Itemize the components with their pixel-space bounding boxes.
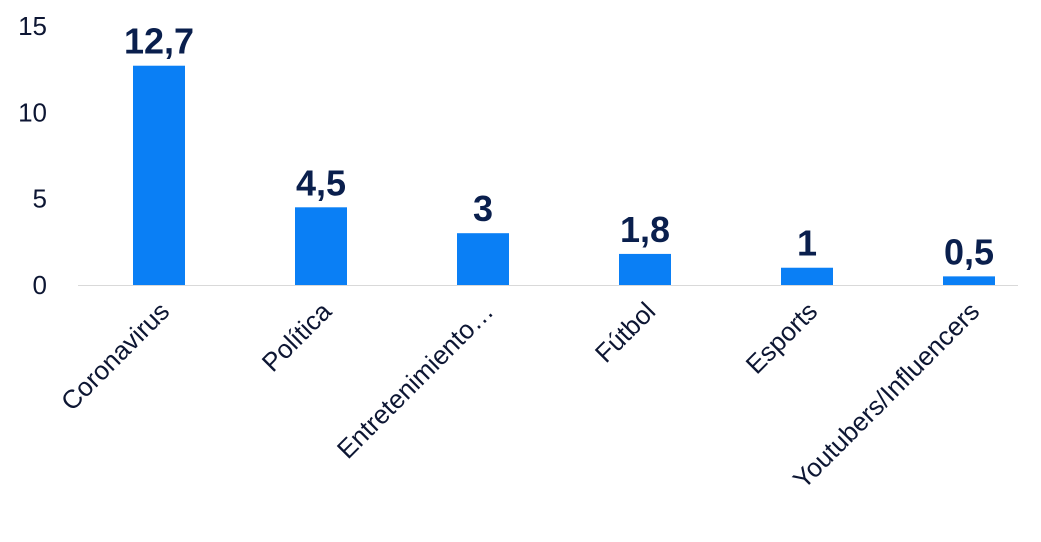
bar-value-label: 12,7 [124, 21, 194, 62]
bar [619, 253, 671, 285]
bars-group [133, 65, 995, 285]
bar-value-label: 1,8 [620, 209, 670, 250]
bar [943, 276, 995, 285]
x-category-label: Política [256, 296, 338, 378]
x-category-label: Entretenimiento… [331, 296, 499, 464]
x-category-label: Fútbol [589, 296, 661, 368]
y-tick-label: 5 [33, 184, 47, 214]
bar-value-label: 1 [797, 223, 817, 264]
bar [295, 207, 347, 285]
bar [457, 233, 509, 285]
bar-value-label: 4,5 [296, 162, 346, 203]
bar [781, 267, 833, 285]
x-category-label: Coronavirus [55, 296, 175, 416]
bar-value-label: 0,5 [944, 231, 994, 272]
y-tick-label: 15 [18, 11, 47, 41]
x-category-label: Esports [740, 296, 824, 380]
bar [133, 65, 185, 285]
x-category-label: Youtubers/Influencers [787, 296, 985, 494]
y-tick-label: 10 [18, 97, 47, 127]
bar-value-label: 3 [473, 188, 493, 229]
value-labels-group: 12,7 4,5 3 1,8 1 0,5 [124, 21, 994, 273]
y-axis-ticks: 0 5 10 15 [18, 11, 47, 300]
y-tick-label: 0 [33, 270, 47, 300]
